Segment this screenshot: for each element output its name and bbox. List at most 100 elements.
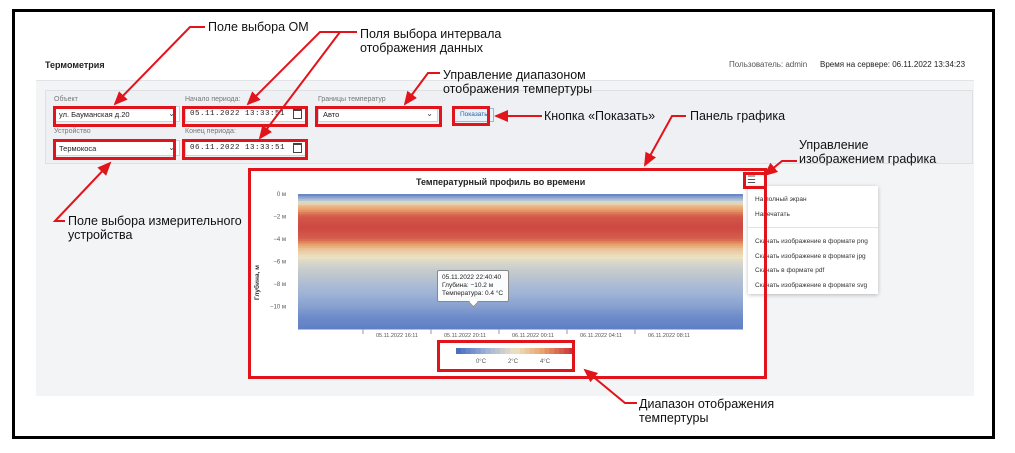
server-time: Время на сервере: 06.11.2022 13:34:23 (820, 60, 966, 69)
heatmap-band (298, 272, 743, 276)
heatmap-band (298, 266, 743, 269)
legend-color-cell (544, 348, 550, 354)
heatmap-band (298, 239, 743, 242)
highlight-menu (743, 172, 767, 189)
heatmap-band (298, 216, 743, 220)
legend-color-cell (534, 348, 541, 354)
x-tick-label: 05.11.2022 20:11 (444, 333, 486, 339)
heatmap-band (298, 230, 743, 233)
heatmap-band (298, 205, 743, 208)
heatmap-band (298, 284, 743, 287)
legend-color-cell (529, 348, 536, 354)
heatmap-band (298, 324, 743, 328)
legend-color-cell (465, 348, 472, 354)
y-tick-label: 0 м (277, 192, 286, 198)
legend-color-cell (456, 348, 462, 354)
x-tick-label: 06.11.2022 00:11 (512, 333, 554, 339)
heatmap-band (298, 248, 743, 251)
highlight-chart-panel (248, 168, 767, 379)
legend-tick-label: 2°C (508, 359, 519, 365)
heatmap-band (298, 259, 743, 262)
x-tick-label: 06.11.2022 08:11 (648, 333, 690, 339)
heatmap-band (298, 261, 743, 265)
end-value: 06.11.2022 13:33:51 (190, 144, 286, 152)
heatmap-band (298, 257, 743, 260)
heatmap-band (298, 290, 743, 294)
device-value: Термокоса (59, 144, 97, 153)
chevron-down-icon: ⌄ (168, 109, 175, 118)
annotation-interval: Поля выбора интервала отображения данных (360, 27, 502, 55)
y-tick-label: −8 м (273, 282, 286, 288)
legend-color-cell (554, 348, 560, 354)
heatmap-band (298, 218, 743, 222)
device-label: Устройство (54, 128, 91, 135)
y-tick-label: −2 м (273, 215, 286, 221)
heatmap-band (298, 209, 743, 213)
legend-color-cell (519, 348, 526, 354)
heatmap-band (298, 286, 743, 289)
heatmap-band (298, 288, 743, 292)
heatmap-band (298, 200, 743, 204)
y-tick-label: −4 м (273, 237, 286, 243)
legend-color-cell (564, 348, 570, 354)
legend-color-cell (515, 348, 521, 354)
heatmap-band (298, 320, 743, 323)
heatmap-band (298, 194, 743, 197)
legend-color-cell (460, 348, 467, 354)
tooltip-temp: Температура: 0.4 °C (442, 290, 504, 297)
chart-context-menu: На полный экран Напечатать Скачать изобр… (748, 186, 878, 294)
legend-color-cell (470, 348, 477, 354)
heatmap-svg: 0 м −2 м −4 м −6 м −8 м −10 м 05.11.2022 16:11… (270, 192, 743, 365)
heatmap-band (298, 317, 743, 321)
calendar-icon[interactable] (293, 143, 302, 153)
legend-color-cell (549, 348, 555, 354)
heatmap-band (298, 295, 743, 298)
start-value: 05.11.2022 13:33:51 (190, 110, 286, 118)
end-label: Конец периода: (185, 128, 236, 135)
heatmap-band (298, 212, 743, 215)
annotation-temp-range: Управление диапазоном отображения темпер… (443, 68, 593, 96)
chevron-down-icon: ⌄ (168, 143, 175, 152)
page-title: Термометрия (45, 60, 105, 70)
menu-separator (748, 227, 878, 228)
heatmap-band (298, 221, 743, 224)
heatmap-band (298, 326, 743, 330)
menu-item-download-png[interactable]: Скачать изображение в формате png (755, 238, 868, 245)
heatmap-band (298, 252, 743, 256)
heatmap-band (298, 277, 743, 280)
x-tick-label: 05.11.2022 16:11 (376, 333, 418, 339)
heatmap-band (298, 214, 743, 217)
heatmap-band (298, 275, 743, 278)
heatmap-band (298, 225, 743, 229)
legend-color-cell (505, 348, 511, 354)
annotation-chart-control: Управление изображением графика (799, 138, 937, 166)
heatmap-band (298, 223, 743, 226)
object-value: ул. Бауманская д.20 (59, 110, 130, 119)
heatmap-band (298, 311, 743, 314)
heatmap-band (298, 279, 743, 283)
heatmap-band (298, 234, 743, 238)
heatmap-band (298, 236, 743, 240)
menu-item-download-pdf[interactable]: Скачать в формате pdf (755, 267, 825, 274)
menu-item-download-jpg[interactable]: Скачать изображение в формате jpg (755, 253, 866, 260)
menu-item-print[interactable]: Напечатать (755, 211, 790, 218)
chart-title: Температурный профиль во времени (416, 177, 586, 187)
heatmap-band (298, 245, 743, 249)
annotation-device-select: Поле выбора измерительного устройства (68, 214, 242, 242)
y-tick-label: −10 м (270, 305, 286, 311)
heatmap-band (298, 196, 743, 199)
legend-color-cell (524, 348, 531, 354)
heatmap-band (298, 308, 743, 312)
heatmap-band (298, 232, 743, 235)
menu-item-download-svg[interactable]: Скачать изображение в формате svg (755, 282, 868, 289)
heatmap-band (298, 281, 743, 285)
heatmap-band (298, 297, 743, 301)
heatmap-band (298, 243, 743, 247)
menu-icon[interactable]: ☰ (747, 175, 756, 186)
heatmap-band (298, 322, 743, 325)
heatmap-band (298, 315, 743, 319)
legend-tick-label: 4°C (540, 359, 551, 365)
legend-color-cell (495, 348, 501, 354)
menu-item-fullscreen[interactable]: На полный экран (755, 196, 807, 203)
heatmap-band (298, 198, 743, 202)
